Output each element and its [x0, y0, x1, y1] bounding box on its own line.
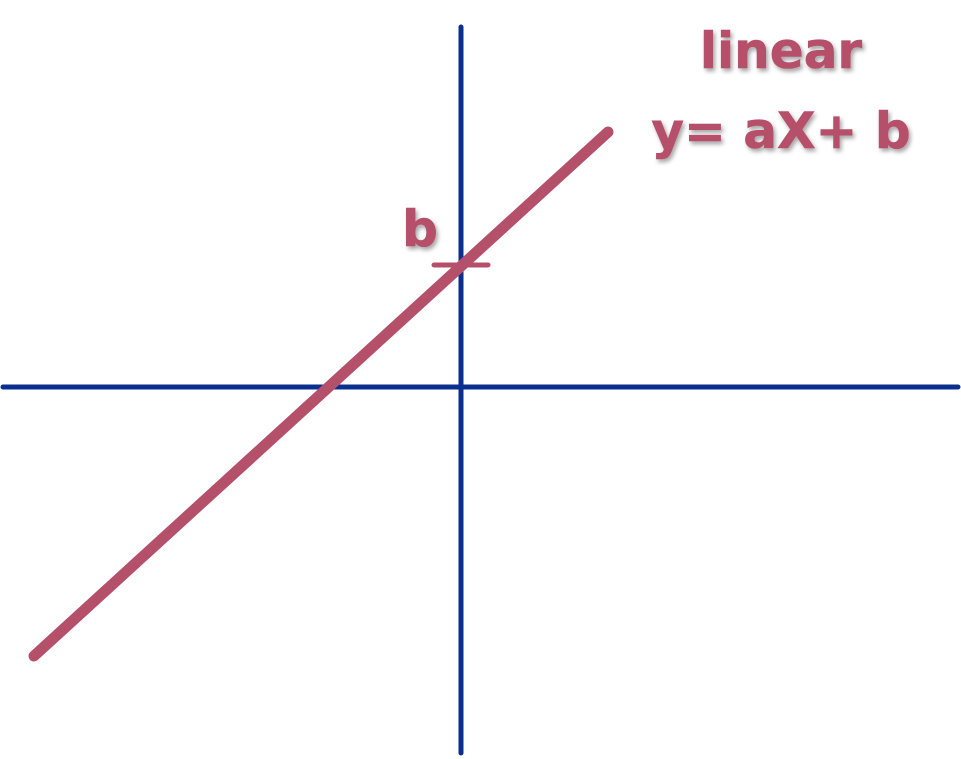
title-equation: y= aX+ b	[651, 102, 910, 160]
linear-function-line	[28, 126, 614, 662]
title-linear: linear	[700, 22, 863, 80]
intercept-label: b	[402, 200, 438, 258]
